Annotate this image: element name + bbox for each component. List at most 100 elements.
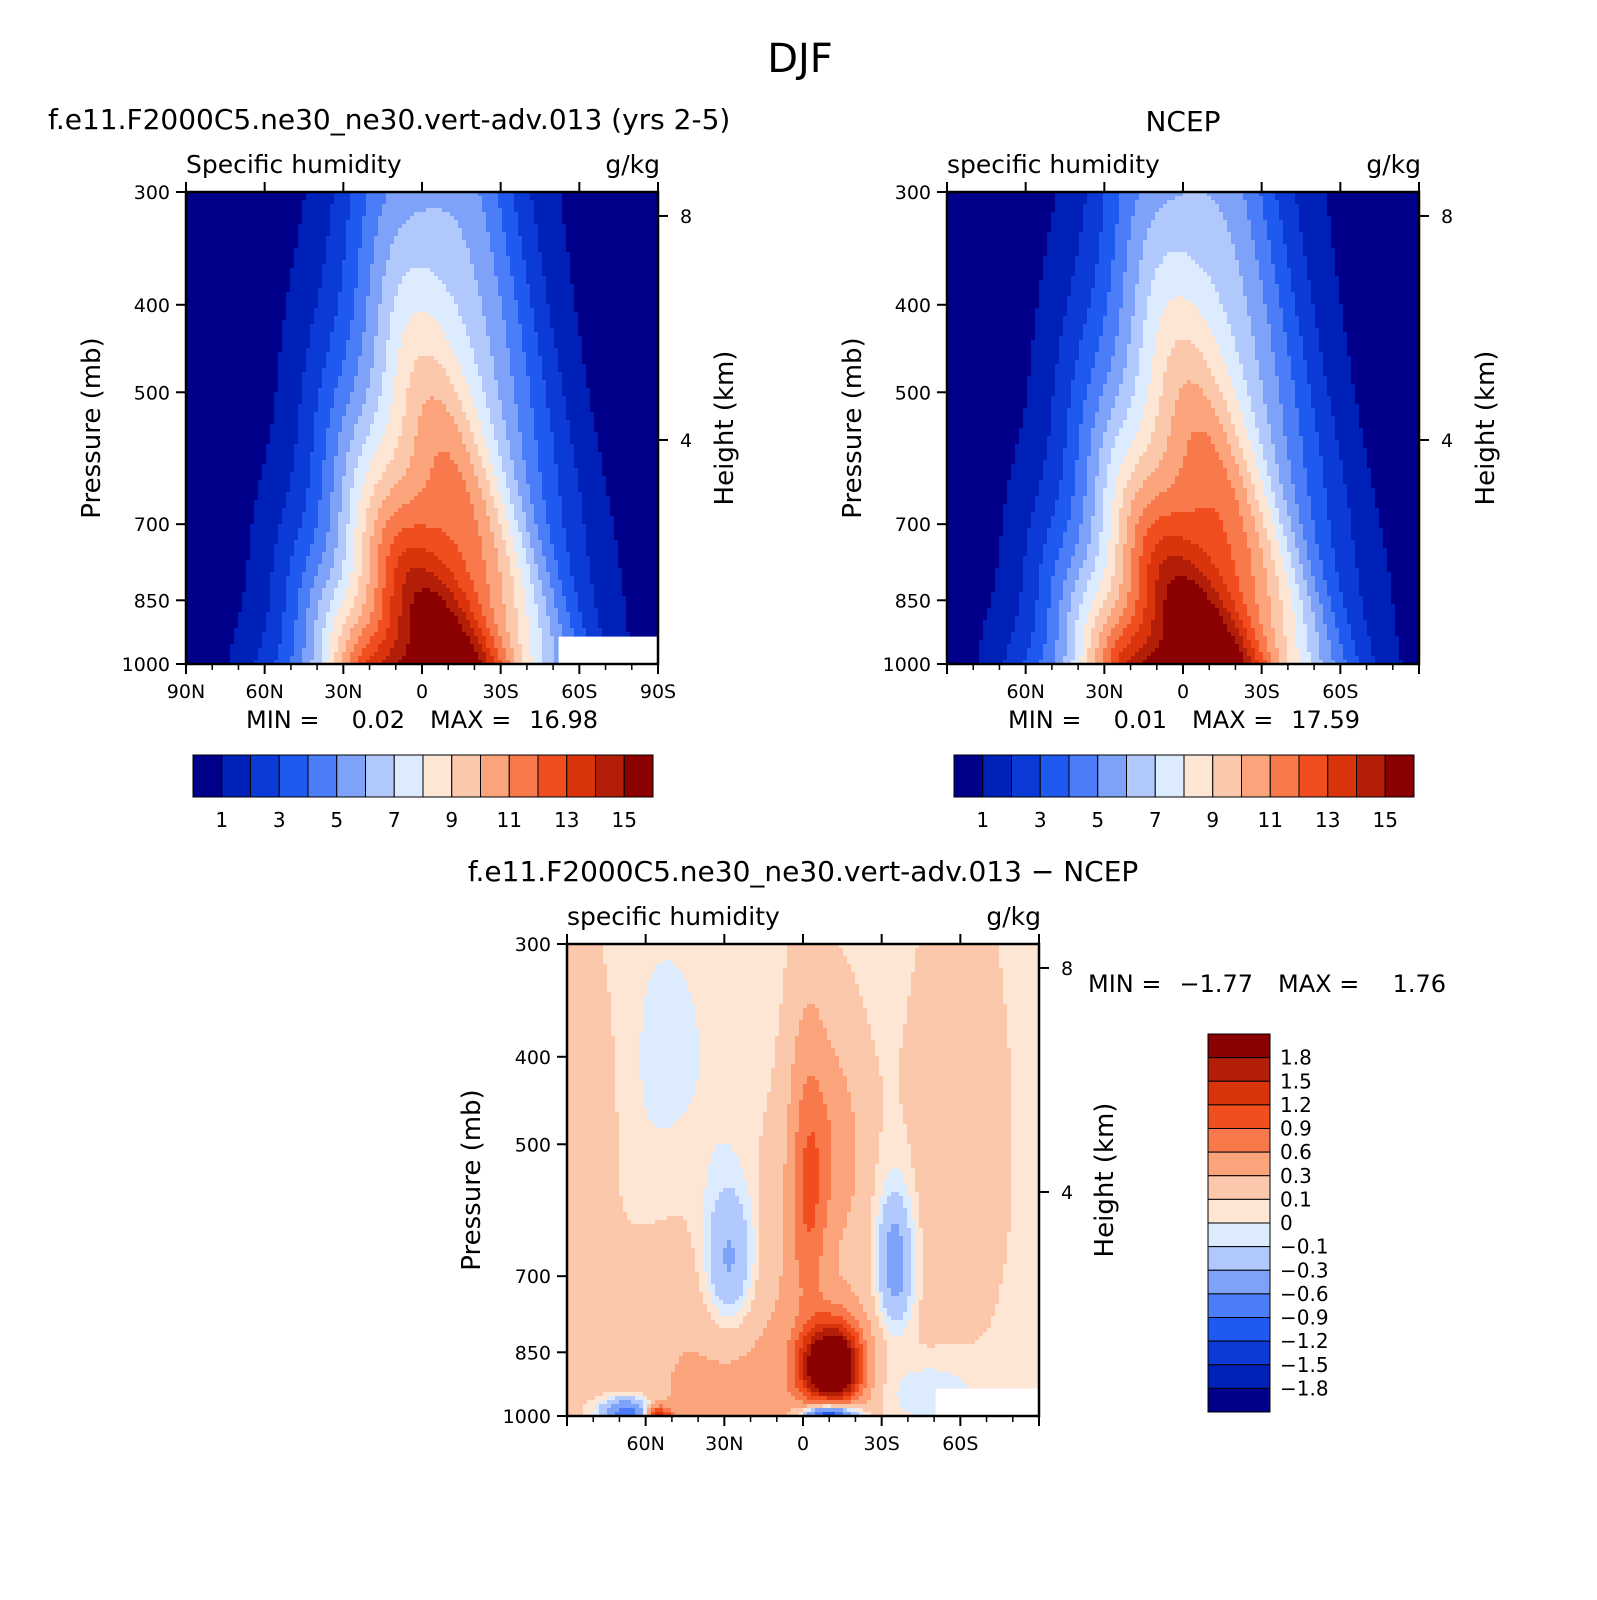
contour-fill bbox=[186, 356, 279, 361]
colorbar-box bbox=[595, 754, 625, 798]
contour-fill bbox=[1047, 608, 1060, 613]
contour-fill bbox=[278, 384, 303, 389]
contour-fill bbox=[1075, 360, 1096, 365]
contour-fill bbox=[947, 468, 1012, 473]
contour-fill bbox=[546, 396, 567, 401]
contour-fill bbox=[1103, 316, 1120, 321]
contour-fill bbox=[1135, 312, 1148, 317]
contour-fill bbox=[1035, 624, 1048, 629]
contour-fill bbox=[1255, 420, 1268, 425]
contour-fill bbox=[1083, 516, 1092, 521]
contour-fill bbox=[1119, 432, 1136, 437]
contour-fill bbox=[482, 432, 495, 437]
contour-fill bbox=[1263, 280, 1276, 285]
contour-fill bbox=[1091, 524, 1104, 529]
contour-fill bbox=[330, 408, 347, 413]
contour-fill bbox=[1295, 296, 1312, 301]
contour-fill bbox=[418, 492, 471, 497]
contour-fill bbox=[534, 432, 555, 437]
contour-fill bbox=[1159, 400, 1176, 405]
colorbar-box bbox=[508, 754, 539, 798]
contour-fill bbox=[1087, 492, 1096, 497]
contour-fill bbox=[1223, 392, 1236, 397]
contour-fill bbox=[442, 580, 459, 585]
contour-fill bbox=[274, 564, 291, 569]
contour-fill bbox=[458, 396, 475, 401]
contour-fill bbox=[1295, 580, 1308, 585]
contour-fill bbox=[1271, 604, 1284, 609]
contour-fill bbox=[1143, 508, 1196, 513]
contour-fill bbox=[1259, 192, 1276, 197]
contour-fill bbox=[466, 592, 479, 597]
contour-fill bbox=[1363, 608, 1396, 613]
contour-fill bbox=[570, 260, 658, 265]
contour-fill bbox=[1007, 480, 1040, 485]
contour-fill bbox=[947, 540, 1000, 545]
contour-fill bbox=[626, 620, 658, 625]
contour-fill bbox=[250, 536, 279, 541]
contour-fill bbox=[1319, 636, 1328, 641]
contour-fill bbox=[550, 524, 563, 529]
contour-fill bbox=[1223, 308, 1248, 313]
contour-fill bbox=[526, 356, 543, 361]
contour-fill bbox=[1355, 384, 1419, 389]
contour-fill bbox=[1287, 252, 1304, 257]
contour-fill bbox=[470, 576, 487, 581]
contour-fill bbox=[1331, 544, 1356, 549]
contour-fill bbox=[1047, 456, 1064, 461]
contour-fill bbox=[626, 628, 658, 633]
contour-fill bbox=[1095, 268, 1112, 273]
contour-fill bbox=[318, 292, 339, 297]
contour-fill bbox=[342, 480, 355, 485]
contour-fill bbox=[598, 436, 658, 441]
contour-fill bbox=[1259, 536, 1268, 541]
contour-fill bbox=[1067, 440, 1080, 445]
contour-fill bbox=[1163, 372, 1212, 377]
contour-fill bbox=[1227, 400, 1240, 405]
contour-fill bbox=[358, 264, 371, 269]
contour-fill bbox=[582, 520, 615, 525]
contour-fill bbox=[514, 512, 527, 517]
contour-fill bbox=[947, 632, 984, 637]
contour-fill bbox=[1311, 608, 1324, 613]
contour-fill bbox=[322, 468, 335, 473]
contour-fill bbox=[386, 560, 399, 565]
contour-fill bbox=[562, 380, 587, 385]
contour-fill bbox=[566, 600, 579, 605]
contour-fill bbox=[1227, 316, 1252, 321]
contour-fill bbox=[598, 440, 658, 445]
contour-fill bbox=[1303, 336, 1320, 341]
contour-fill bbox=[338, 636, 351, 641]
contour-fill bbox=[282, 324, 311, 329]
contour-fill bbox=[1131, 552, 1144, 557]
contour-fill bbox=[262, 640, 283, 645]
contour-fill bbox=[490, 480, 499, 485]
contour-fill bbox=[1311, 384, 1328, 389]
contour-fill bbox=[482, 200, 499, 205]
contour-fill bbox=[1155, 468, 1180, 473]
contour-fill bbox=[1211, 280, 1244, 285]
contour-fill bbox=[1299, 596, 1312, 601]
contour-fill bbox=[486, 504, 495, 509]
contour-fill bbox=[278, 360, 307, 365]
contour-fill bbox=[498, 520, 511, 525]
contour-fill bbox=[186, 632, 235, 637]
contour-fill bbox=[486, 328, 507, 333]
contour-fill bbox=[1327, 208, 1419, 213]
contour-fill bbox=[442, 324, 467, 329]
contour-fill bbox=[254, 500, 287, 505]
contour-fill bbox=[1239, 632, 1248, 637]
contour-fill bbox=[362, 352, 375, 357]
contour-fill bbox=[530, 564, 539, 569]
contour-fill bbox=[947, 356, 1032, 361]
contour-fill bbox=[1099, 240, 1116, 245]
contour-fill bbox=[1111, 508, 1120, 513]
contour-fill bbox=[1315, 520, 1332, 525]
contour-fill bbox=[1183, 464, 1224, 469]
contour-fill bbox=[518, 520, 527, 525]
contour-fill bbox=[526, 276, 547, 281]
contour-fill bbox=[306, 356, 327, 361]
contour-fill bbox=[186, 644, 231, 649]
contour-fill bbox=[450, 340, 471, 345]
contour-fill bbox=[1079, 248, 1100, 253]
